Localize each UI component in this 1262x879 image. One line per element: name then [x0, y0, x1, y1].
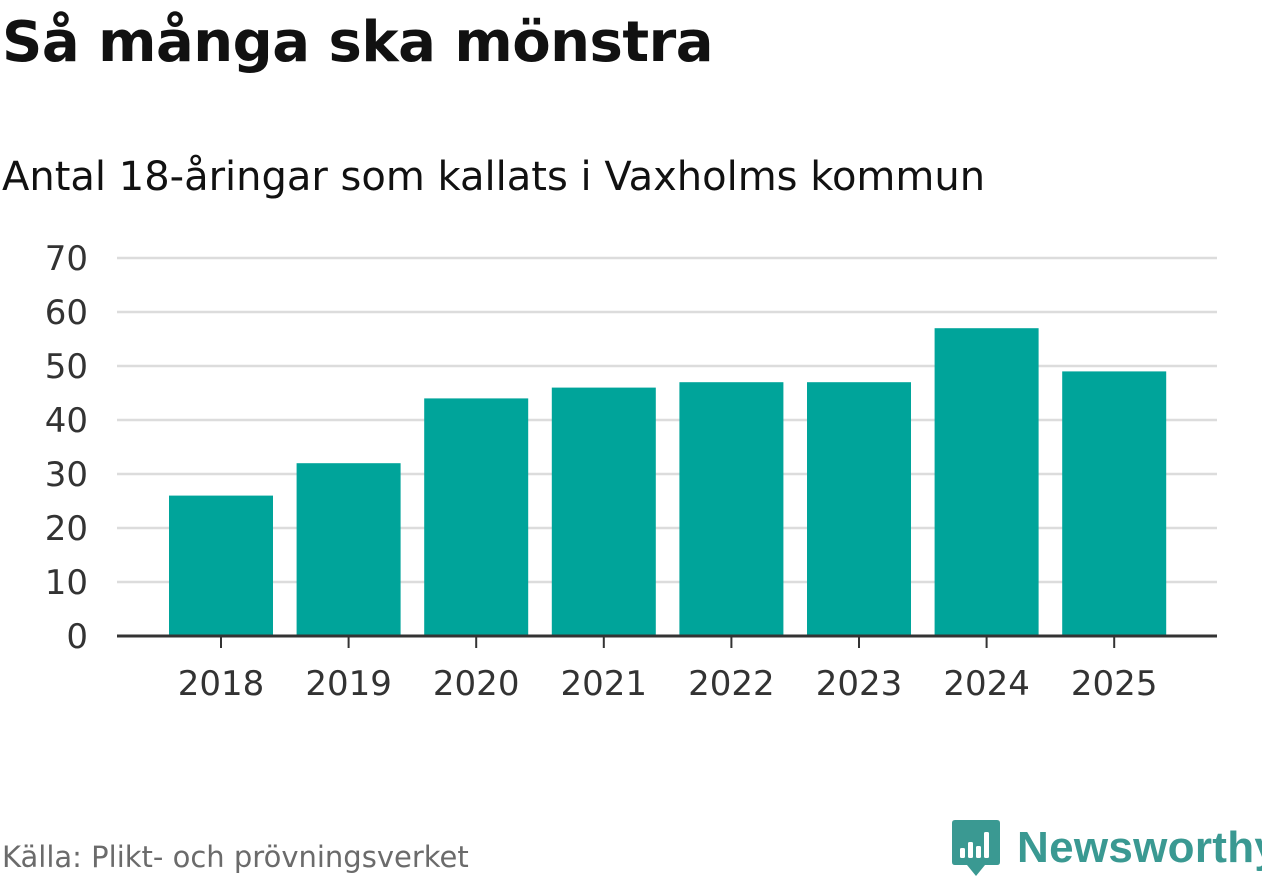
x-axis — [117, 634, 1217, 648]
x-tick-label: 2021 — [561, 664, 648, 704]
chart-subtitle: Antal 18-åringar som kallats i Vaxholms … — [2, 154, 986, 200]
y-tick-label: 70 — [45, 239, 88, 279]
brand-name: Newsworthy — [1017, 823, 1262, 872]
newsworthy-logo-icon — [952, 820, 1000, 876]
y-tick-label: 50 — [45, 347, 88, 387]
y-tick-label: 60 — [45, 293, 88, 333]
y-tick-label: 40 — [45, 401, 88, 441]
y-tick-label: 20 — [45, 509, 88, 549]
y-tick-label: 0 — [66, 617, 88, 657]
bar-2020 — [424, 398, 529, 636]
x-tick-label: 2024 — [943, 664, 1030, 704]
bar-2023 — [807, 382, 911, 636]
y-axis-labels: 0 10 20 30 40 50 60 70 — [45, 239, 88, 657]
chart-title: Så många ska mönstra — [2, 10, 714, 75]
y-tick-label: 30 — [45, 455, 88, 495]
x-tick-label: 2023 — [816, 664, 903, 704]
bar-2019 — [296, 463, 401, 636]
x-tick-label: 2018 — [178, 664, 265, 704]
bar-2025 — [1062, 371, 1167, 636]
x-tick-label: 2022 — [688, 664, 775, 704]
x-tick-label: 2019 — [305, 664, 392, 704]
grid-lines — [117, 256, 1217, 584]
bar-2022 — [679, 382, 784, 636]
source-note: Källa: Plikt- och prövningsverket — [2, 840, 469, 874]
x-tick-label: 2025 — [1071, 664, 1158, 704]
brand-logo: Newsworthy — [951, 818, 1262, 878]
y-tick-label: 10 — [45, 563, 88, 603]
x-axis-labels: 2018 2019 2020 2021 2022 2023 2024 2025 — [178, 664, 1158, 704]
bar-2024 — [934, 328, 1039, 636]
bars — [169, 328, 1167, 636]
bar-2018 — [169, 495, 273, 636]
bar-2021 — [551, 387, 656, 636]
x-tick-label: 2020 — [433, 664, 520, 704]
